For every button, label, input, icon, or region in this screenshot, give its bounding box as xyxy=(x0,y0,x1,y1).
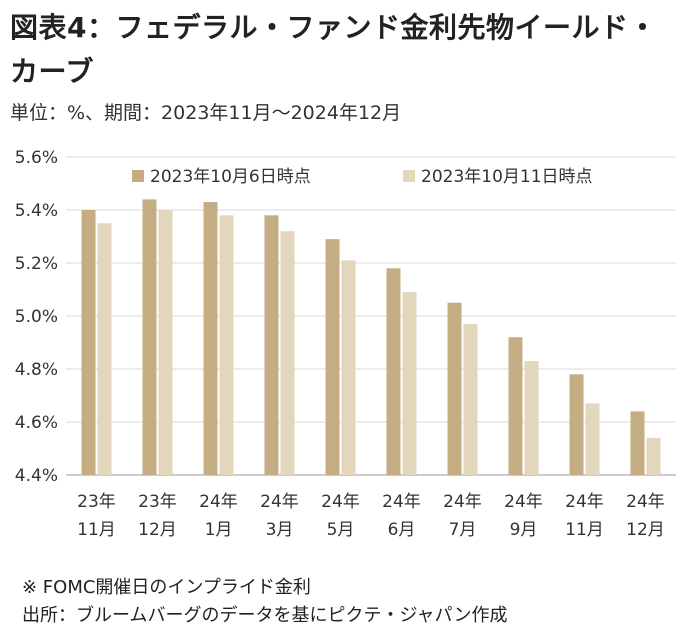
y-tick-label: 5.6% xyxy=(15,148,58,168)
x-tick-label: 12月 xyxy=(138,520,177,540)
x-tick-label: 24年 xyxy=(626,492,665,512)
bar-series-1 xyxy=(142,199,157,475)
x-tick-label: 5月 xyxy=(327,520,355,540)
bar-series-2 xyxy=(524,361,539,475)
bar-series-1 xyxy=(447,302,462,475)
x-tick-label: 24年 xyxy=(565,492,604,512)
bar-series-1 xyxy=(630,411,645,475)
x-tick-label: 24年 xyxy=(260,492,299,512)
x-tick-label: 24年 xyxy=(443,492,482,512)
bar-series-1 xyxy=(203,202,218,476)
x-tick-label: 12月 xyxy=(626,520,665,540)
bar-series-2 xyxy=(341,260,356,475)
x-tick-label: 9月 xyxy=(510,520,538,540)
x-tick-label: 24年 xyxy=(321,492,360,512)
x-tick-label: 11月 xyxy=(77,520,116,540)
x-tick-label: 11月 xyxy=(565,520,604,540)
x-tick-label: 6月 xyxy=(388,520,416,540)
bar-series-2 xyxy=(219,215,234,476)
bar-series-1 xyxy=(386,268,401,475)
y-tick-label: 5.0% xyxy=(15,307,58,327)
bar-series-1 xyxy=(569,374,584,475)
bar-series-2 xyxy=(280,231,295,475)
legend-swatch-1 xyxy=(132,170,144,182)
page-title: 図表4：フェデラル・ファンド金利先物イールド・カーブ xyxy=(10,11,657,88)
bar-series-2 xyxy=(646,437,661,475)
legend-label-2: 2023年10月11日時点 xyxy=(421,167,593,187)
bar-series-2 xyxy=(585,403,600,475)
source-note: 出所：ブルームバーグのデータを基にピクテ・ジャパン作成 xyxy=(22,605,508,626)
y-tick-label: 5.2% xyxy=(15,254,58,274)
bar-series-1 xyxy=(264,215,279,476)
footnotes: ※ FOMC開催日のインプライド金利 出所：ブルームバーグのデータを基にピクテ・… xyxy=(22,574,507,630)
y-tick-label: 4.4% xyxy=(15,466,58,486)
y-tick-label: 4.8% xyxy=(15,360,58,380)
legend-swatch-2 xyxy=(403,170,415,182)
bar-series-2 xyxy=(158,210,173,475)
y-tick-label: 5.4% xyxy=(15,201,58,221)
bar-series-2 xyxy=(97,223,112,475)
x-tick-label: 7月 xyxy=(449,520,477,540)
bar-chart: 4.4% 4.6% 4.8% 5.0% 5.2% 5.4% 5.6% 23年 11月 23年 12… xyxy=(15,148,676,540)
x-tick-label: 23年 xyxy=(77,492,116,512)
bar-series-1 xyxy=(325,239,340,475)
bar-series-1 xyxy=(81,210,96,475)
footnote-fomc: ※ FOMC開催日のインプライド金利 xyxy=(22,577,311,598)
x-tick-label: 1月 xyxy=(205,520,233,540)
x-tick-label: 24年 xyxy=(504,492,543,512)
x-tick-label: 24年 xyxy=(199,492,238,512)
x-tick-label: 24年 xyxy=(382,492,421,512)
bar-series-2 xyxy=(402,292,417,475)
y-tick-label: 4.6% xyxy=(15,413,58,433)
chart-subtitle: 単位：%、期間：2023年11月～2024年12月 xyxy=(10,102,402,124)
x-tick-label: 23年 xyxy=(138,492,177,512)
bar-series-1 xyxy=(508,337,523,475)
legend-label-1: 2023年10月6日時点 xyxy=(150,167,311,187)
bar-series-2 xyxy=(463,323,478,475)
x-tick-label: 3月 xyxy=(266,520,294,540)
